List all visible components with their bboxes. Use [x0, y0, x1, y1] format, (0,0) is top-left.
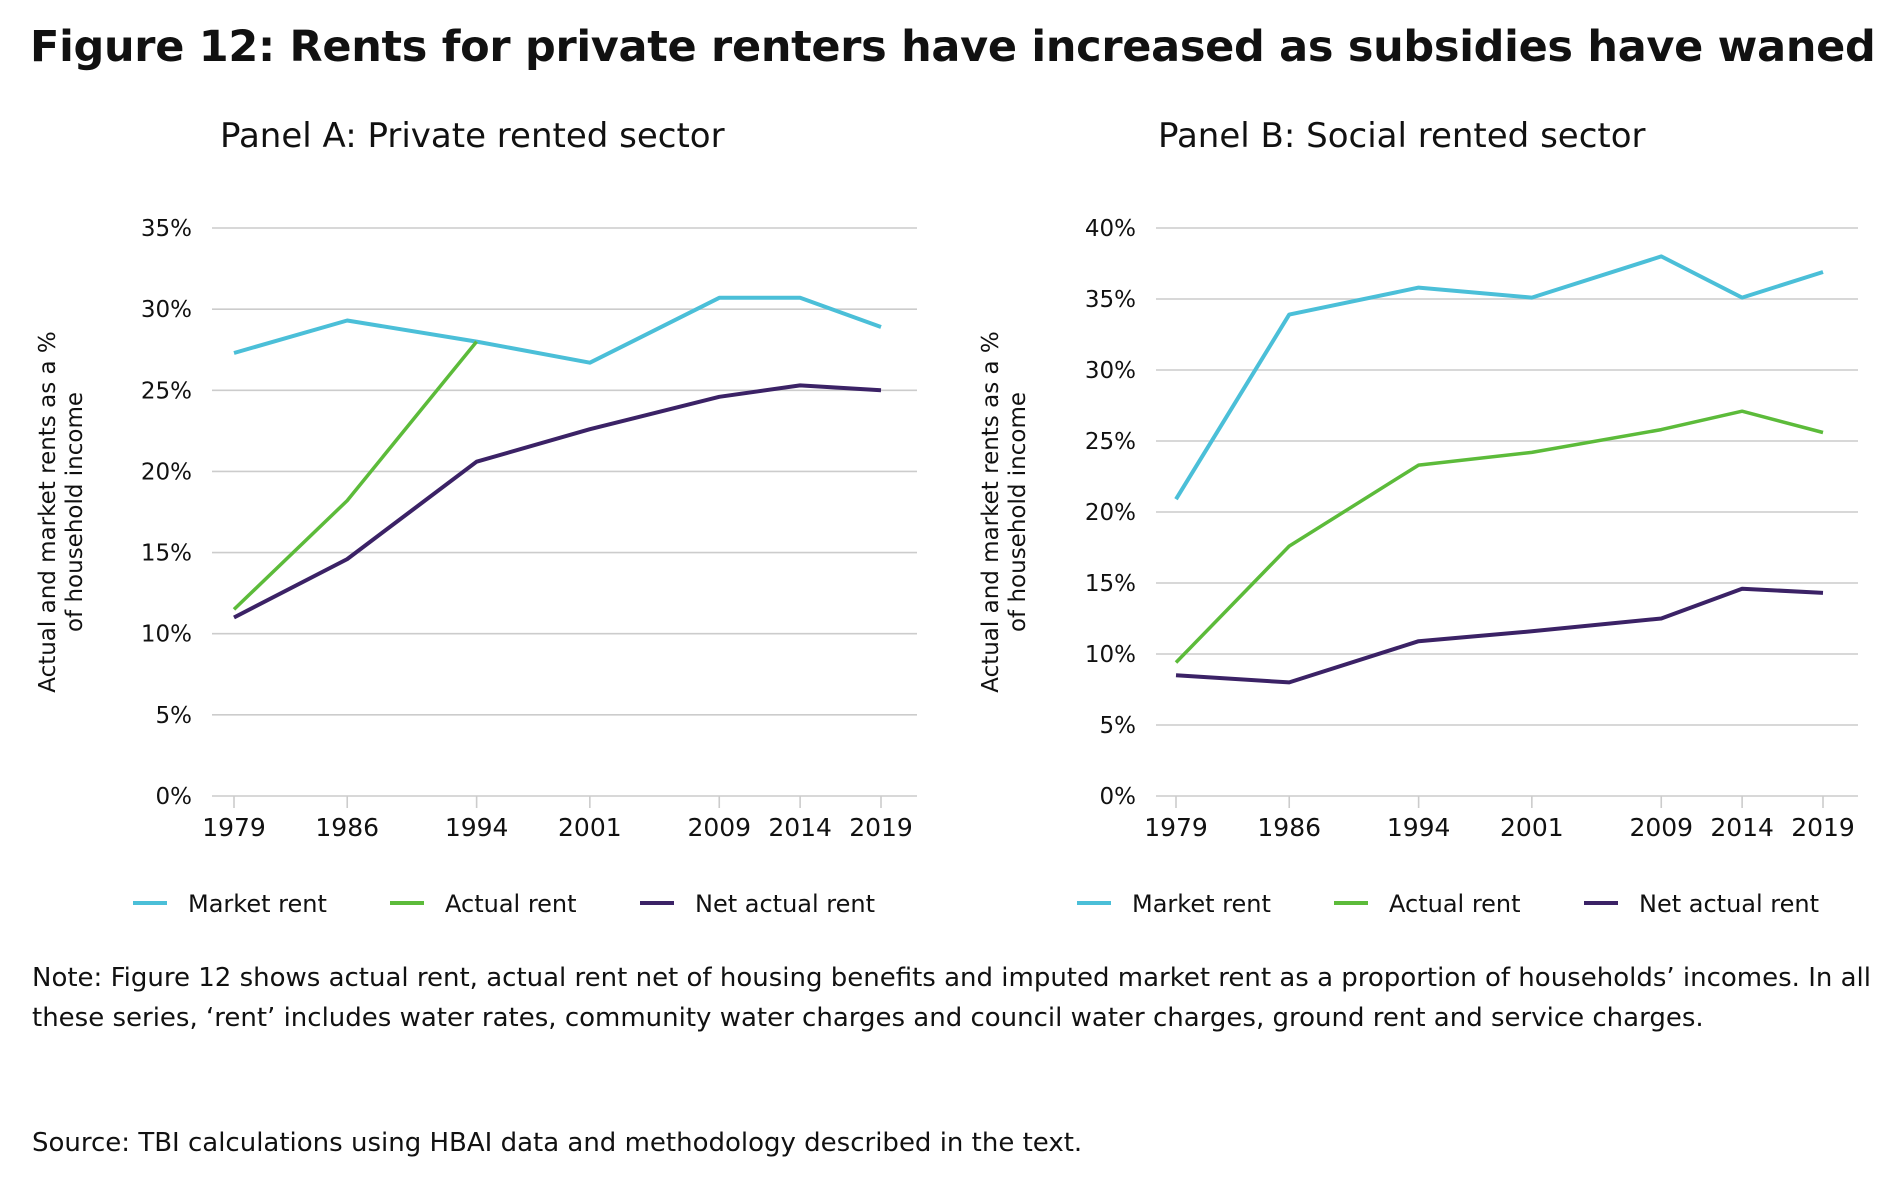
y-tick-label: 40%: [1085, 216, 1136, 242]
figure-note: Note: Figure 12 shows actual rent, actua…: [32, 963, 1871, 1033]
y-tick-label: 20%: [1085, 500, 1136, 526]
figure-source: Source: TBI calculations using HBAI data…: [32, 1128, 1083, 1158]
x-tick-label: 1986: [315, 813, 379, 842]
y-tick-label: 30%: [1085, 358, 1136, 384]
panel-title: Panel B: Social rented sector: [1158, 116, 1646, 156]
y-tick-label: 30%: [141, 297, 192, 323]
y-tick-label: 15%: [141, 541, 192, 567]
y-tick-label: 35%: [141, 216, 192, 242]
series-line-market-rent: [233, 295, 882, 365]
legend-label: Market rent: [1132, 890, 1271, 918]
x-tick-label: 1986: [1257, 813, 1321, 842]
y-tick-label: 20%: [141, 459, 192, 485]
x-tick-label: 2019: [849, 813, 913, 842]
y-tick-label: 5%: [1100, 713, 1137, 739]
series-line-net-actual-rent: [1175, 586, 1824, 685]
y-tick-label: 10%: [141, 622, 192, 648]
series-line-actual-rent: [232, 340, 478, 611]
legend-label: Market rent: [188, 890, 327, 918]
series-line-net-actual-rent: [233, 383, 882, 620]
x-tick-label: 1994: [1387, 813, 1451, 842]
x-tick-label: 2009: [687, 813, 751, 842]
y-tick-label: 0%: [1100, 784, 1137, 810]
y-tick-label: 0%: [156, 784, 193, 810]
x-tick-label: 1979: [1144, 813, 1208, 842]
series-line-actual-rent: [1174, 409, 1824, 664]
x-tick-label: 2009: [1629, 813, 1693, 842]
panel-title: Panel A: Private rented sector: [220, 116, 725, 156]
x-tick-label: 2001: [558, 813, 622, 842]
x-tick-label: 2019: [1791, 813, 1855, 842]
x-tick-label: 2014: [768, 813, 832, 842]
figure-title: Figure 12: Rents for private renters hav…: [30, 22, 1876, 72]
x-tick-label: 2001: [1500, 813, 1564, 842]
legend-label: Actual rent: [1389, 890, 1521, 918]
legend-label: Net actual rent: [695, 890, 875, 918]
y-tick-label: 25%: [141, 378, 192, 404]
x-tick-label: 1979: [202, 813, 266, 842]
series-line-market-rent: [1174, 254, 1824, 501]
x-tick-label: 2014: [1710, 813, 1774, 842]
y-tick-label: 15%: [1085, 571, 1136, 597]
y-tick-label: 25%: [1085, 429, 1136, 455]
legend-label: Actual rent: [445, 890, 577, 918]
legend-label: Net actual rent: [1639, 890, 1819, 918]
y-tick-label: 5%: [156, 703, 193, 729]
y-tick-label: 10%: [1085, 642, 1136, 668]
y-axis-label-line1: Actual and market rents as a %: [978, 331, 1004, 693]
y-axis-label-line2: of household income: [1005, 392, 1031, 632]
x-tick-label: 1994: [445, 813, 509, 842]
y-axis-label-line2: of household income: [62, 392, 88, 632]
y-tick-label: 35%: [1085, 287, 1136, 313]
y-axis-label-line1: Actual and market rents as a %: [35, 331, 61, 693]
